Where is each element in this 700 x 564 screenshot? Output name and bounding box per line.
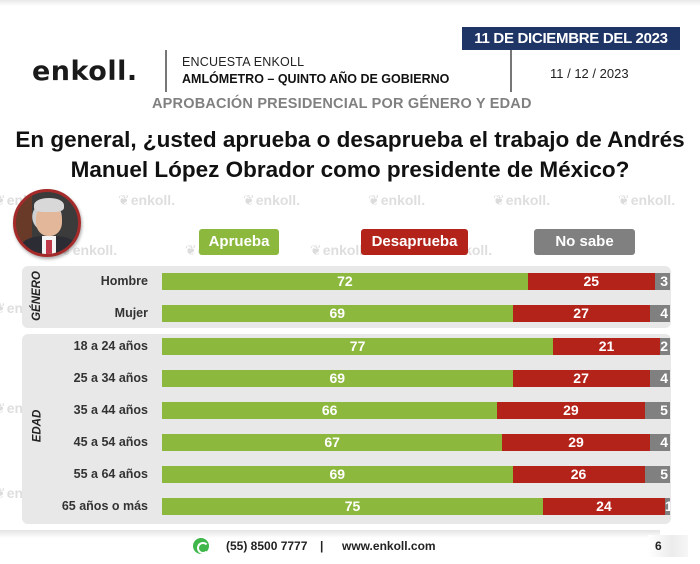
stacked-bar-row: 72 25 3 [162,273,670,290]
bar-segment-aprueba: 69 [162,370,513,387]
bar-segment-no-sabe: 4 [649,370,670,387]
whatsapp-icon [193,538,209,554]
bar-segment-no-sabe: 1 [664,498,670,515]
bar-segment-no-sabe: 3 [654,273,670,290]
bar-segment-aprueba: 77 [162,338,554,355]
leaf-icon: ❦ [493,192,505,208]
leaf-icon: ❦ [118,192,130,208]
date-short: 11 / 12 / 2023 [550,66,629,81]
watermark-text: enkoll. [255,192,301,208]
bar-segment-aprueba: 75 [162,498,543,515]
category-label: 18 a 24 años [73,339,148,353]
enkoll-logo: enkoll. [32,56,138,87]
date-divider [510,50,512,92]
president-photo [13,189,81,257]
footer-phone: (55) 8500 7777 [226,539,308,553]
watermark-text: enkoll. [380,192,426,208]
watermark: ❦enkoll. [243,192,300,209]
bar-segment-aprueba: 69 [162,305,513,322]
stacked-bar-row: 67 29 4 [162,434,670,451]
leaf-icon: ❦ [0,400,6,416]
bar-segment-desaprueba: 25 [527,273,655,290]
watermark: ❦enkoll. [118,192,175,209]
footer-separator: | [320,539,324,553]
watermark: ❦enkoll. [493,192,550,209]
page-number-bg [648,535,688,557]
leaf-icon: ❦ [368,192,380,208]
watermark-text: enkoll. [72,242,118,258]
category-label: Mujer [114,306,148,320]
legend-aprueba: Aprueba [199,229,279,255]
page-number: 6 [655,539,662,553]
bar-segment-desaprueba: 29 [502,434,650,451]
watermark-text: enkoll. [130,192,176,208]
bar-segment-desaprueba: 26 [512,466,645,483]
watermark-text: enkoll. [505,192,551,208]
leaf-icon: ❦ [243,192,255,208]
question-line-2: Manuel López Obrador como presidente de … [70,157,630,182]
footer-website[interactable]: www.enkoll.com [342,539,436,553]
top-shadow [0,0,700,6]
category-label: 65 años o más [61,499,148,513]
edad-bars-panel [161,334,671,524]
legend-desaprueba: Desaprueba [361,229,468,255]
stacked-bar-row: 66 29 5 [162,402,670,419]
stacked-bar-row: 77 21 2 [162,338,670,355]
bar-segment-aprueba: 69 [162,466,513,483]
bar-segment-no-sabe: 4 [649,305,670,322]
stacked-bar-row: 69 26 5 [162,466,670,483]
leaf-icon: ❦ [618,192,630,208]
bar-segment-desaprueba: 27 [512,305,650,322]
category-label: 45 a 54 años [73,435,148,449]
bar-segment-desaprueba: 21 [553,338,660,355]
bar-segment-desaprueba: 27 [512,370,650,387]
leaf-icon: ❦ [185,242,197,258]
watermark: ❦enkoll. [368,192,425,209]
leaf-icon: ❦ [0,192,6,208]
category-label: Hombre [100,274,148,288]
category-label: 55 a 64 años [73,467,148,481]
survey-question: En general, ¿usted aprueba o desaprueba … [0,125,700,185]
header-divider [165,50,167,92]
group-label-edad: EDAD [31,409,44,443]
watermark: ❦enkoll. [618,192,675,209]
bar-segment-no-sabe: 5 [644,402,670,419]
section-title: APROBACIÓN PRESIDENCIAL POR GÉNERO Y EDA… [152,96,532,112]
bar-segment-no-sabe: 4 [649,434,670,451]
bar-segment-aprueba: 67 [162,434,503,451]
stacked-bar-row: 75 24 1 [162,498,670,515]
legend-no-sabe: No sabe [534,229,635,255]
category-label: 35 a 44 años [73,403,148,417]
survey-subtitle: AMLÓMETRO – QUINTO AÑO DE GOBIERNO [182,72,450,86]
footer-shadow [0,530,660,538]
category-label: 25 a 34 años [73,371,148,385]
stacked-bar-row: 69 27 4 [162,305,670,322]
bar-segment-aprueba: 72 [162,273,528,290]
leaf-icon: ❦ [0,300,6,316]
leaf-icon: ❦ [310,242,322,258]
survey-name: ENCUESTA ENKOLL [182,55,305,69]
watermark-text: enkoll. [322,242,368,258]
bar-segment-no-sabe: 2 [659,338,670,355]
bar-segment-no-sabe: 5 [644,466,670,483]
leaf-icon: ❦ [0,485,6,501]
date-banner: 11 DE DICIEMBRE DEL 2023 [462,27,680,50]
watermark: ❦enkoll. [310,242,367,259]
watermark-text: enkoll. [630,192,676,208]
bar-segment-desaprueba: 29 [497,402,645,419]
bar-segment-desaprueba: 24 [543,498,665,515]
bar-segment-aprueba: 66 [162,402,498,419]
question-line-1: En general, ¿usted aprueba o desaprueba … [15,127,685,152]
stacked-bar-row: 69 27 4 [162,370,670,387]
group-label-genero: GÉNERO [30,271,43,321]
